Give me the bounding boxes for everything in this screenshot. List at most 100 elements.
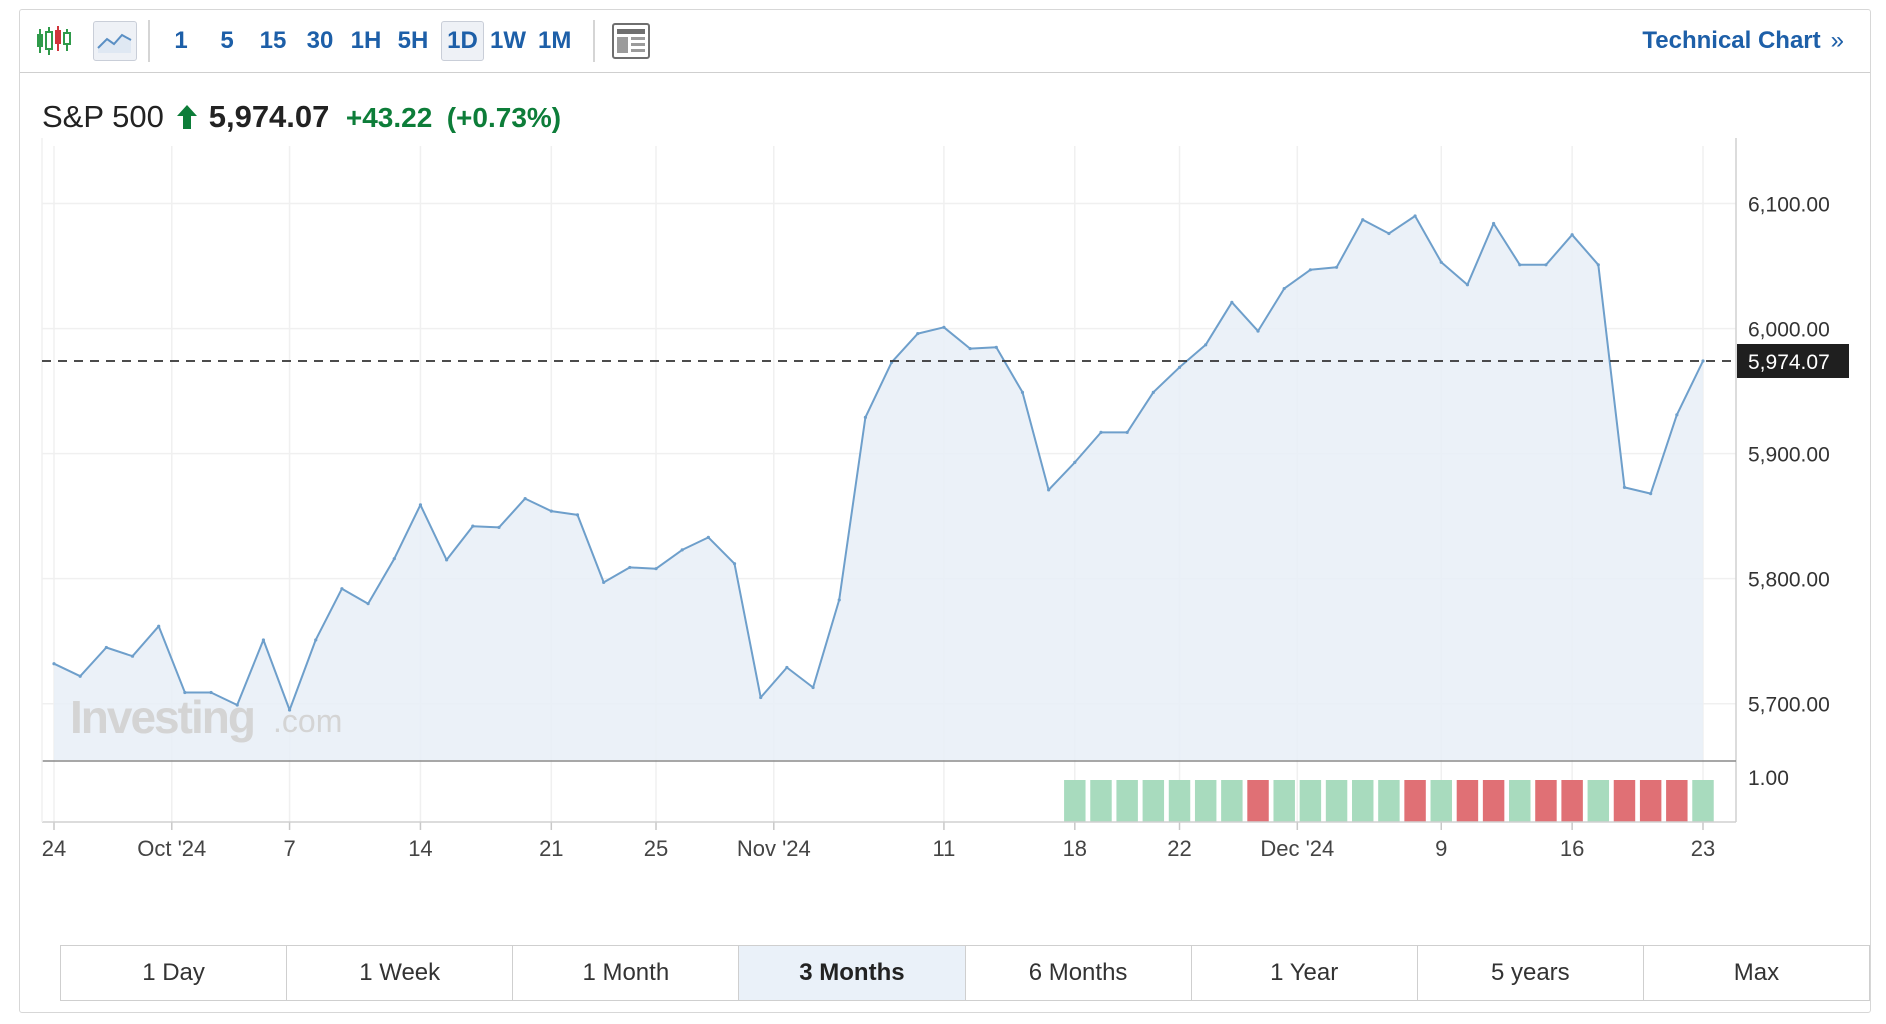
- interval-5[interactable]: 5: [220, 27, 234, 54]
- x-tick-label: 11: [933, 836, 956, 861]
- volume-bar: [1404, 780, 1426, 822]
- volume-bar: [1168, 780, 1191, 822]
- price-point: [1387, 231, 1391, 236]
- time-range-selector: 1 Day 1 Week 1 Month 3 Months 6 Months 1…: [60, 945, 1870, 1001]
- up-arrow-icon: [176, 104, 198, 130]
- price-point: [287, 708, 292, 712]
- quote-header: S&P 500 5,974.07 +43.22 (+0.73%): [42, 95, 561, 139]
- price-point: [575, 513, 580, 517]
- range-1-day[interactable]: 1 Day: [61, 946, 288, 1000]
- price-point: [942, 325, 946, 329]
- x-tick-label: Dec '24: [1260, 836, 1334, 861]
- price-point: [1334, 265, 1339, 269]
- price-point: [1020, 390, 1025, 394]
- price-point: [1492, 221, 1496, 226]
- last-price: 5,974.07: [208, 99, 330, 134]
- price-point: [1518, 263, 1522, 267]
- price-point: [497, 525, 501, 530]
- range-1-week[interactable]: 1 Week: [287, 946, 514, 1000]
- price-point: [1204, 343, 1208, 347]
- interval-30[interactable]: 30: [306, 27, 334, 54]
- area-chart-icon[interactable]: [93, 21, 137, 61]
- price-point: [811, 685, 815, 690]
- price-point: [916, 331, 920, 336]
- price-point: [706, 535, 710, 540]
- price-change-percent: (+0.73%): [446, 102, 562, 133]
- volume-bar: [1090, 780, 1112, 822]
- price-point: [130, 654, 135, 658]
- interval-1h[interactable]: 1H: [350, 27, 382, 54]
- x-tick-label: 14: [408, 836, 432, 861]
- interval-15[interactable]: 15: [259, 27, 287, 54]
- range-max[interactable]: Max: [1733, 959, 1780, 986]
- price-point: [628, 565, 632, 570]
- x-tick-label: 16: [1560, 836, 1584, 861]
- y-tick-label: 5,900.00: [1748, 444, 1830, 467]
- price-point: [1544, 263, 1548, 267]
- price-point: [1596, 263, 1600, 267]
- x-tick-label: 7: [283, 836, 295, 861]
- last-price-badge: [1737, 343, 1849, 378]
- price-point: [759, 695, 763, 700]
- volume-bar: [1639, 780, 1662, 822]
- range-5-years[interactable]: 5 years: [1418, 946, 1644, 1000]
- price-point: [1675, 413, 1679, 417]
- price-point: [366, 602, 370, 606]
- price-chart[interactable]: Investing .com 6,100.006,000.005,900.005…: [20, 10, 1872, 940]
- volume-bar: [1666, 780, 1688, 822]
- price-point: [1099, 430, 1103, 434]
- price-point: [1256, 329, 1260, 333]
- technical-chart-link[interactable]: Technical Chart »: [1642, 21, 1844, 61]
- candlestick-icon[interactable]: [32, 21, 74, 61]
- watermark-suffix: .com: [273, 703, 342, 739]
- price-point: [968, 346, 972, 351]
- last-price-label: 5,974.07: [1748, 351, 1830, 374]
- chevron-right-icon: »: [1830, 27, 1844, 54]
- interval-1w[interactable]: 1W: [490, 27, 526, 54]
- price-point: [1465, 283, 1470, 287]
- toolbar-separator: [593, 20, 595, 62]
- price-point: [183, 690, 187, 695]
- range-1-year[interactable]: 1 Year: [1192, 946, 1418, 1000]
- interval-1m[interactable]: 1M: [538, 27, 572, 54]
- price-point: [523, 497, 527, 501]
- y-tick-label: 5,800.00: [1748, 569, 1830, 592]
- price-point: [1413, 214, 1417, 218]
- volume-bar: [1692, 780, 1714, 822]
- volume-bar: [1273, 780, 1295, 822]
- range-1-month[interactable]: 1 Month: [513, 946, 740, 1000]
- price-point: [1177, 365, 1182, 369]
- technical-chart-label: Technical Chart: [1642, 27, 1821, 54]
- price-point: [1649, 492, 1653, 496]
- interval-1d[interactable]: 1D: [441, 21, 484, 61]
- price-area-fill: [54, 216, 1703, 760]
- price-point: [732, 562, 737, 566]
- range-3-months[interactable]: 3 Months: [739, 946, 966, 1000]
- price-point: [785, 665, 789, 670]
- price-point: [1308, 268, 1312, 272]
- x-tick-label: Oct '24: [137, 836, 206, 861]
- volume-bar: [1430, 780, 1452, 822]
- y-tick-label: 5,700.00: [1748, 694, 1830, 717]
- price-point: [1230, 300, 1234, 304]
- interval-1[interactable]: 1: [174, 27, 188, 54]
- price-point: [157, 624, 161, 628]
- x-tick-label: 9: [1435, 836, 1447, 861]
- toolbar-separator: [148, 20, 150, 62]
- price-point: [340, 587, 344, 591]
- volume-bar: [1325, 780, 1348, 822]
- price-point: [549, 509, 553, 513]
- layout-icon[interactable]: [610, 21, 652, 61]
- chart-widget: 1 5 15 30 1H 5H 1D 1W 1M Technical Chart…: [19, 9, 1871, 1013]
- x-tick-label: 21: [539, 836, 563, 861]
- interval-5h[interactable]: 5H: [397, 27, 429, 54]
- volume-bar: [1535, 780, 1557, 822]
- price-point: [1125, 430, 1129, 434]
- volume-bar: [1378, 780, 1400, 822]
- price-point: [837, 598, 841, 602]
- price-point: [78, 674, 82, 678]
- x-tick-label: 18: [1063, 836, 1087, 861]
- price-point: [209, 690, 213, 695]
- price-point: [314, 638, 318, 642]
- range-6-months[interactable]: 6 Months: [966, 946, 1192, 1000]
